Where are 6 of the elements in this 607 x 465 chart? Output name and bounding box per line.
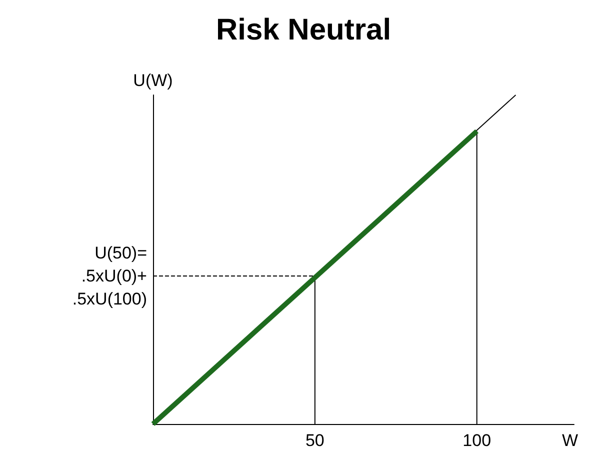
annotation: U(50)= .5xU(0)+ .5xU(100): [72, 243, 148, 308]
x-axis-title: W: [562, 431, 578, 450]
x-tick-label: 100: [462, 431, 492, 450]
y-axis-title: U(W): [133, 71, 173, 90]
chart-title: Risk Neutral: [216, 14, 392, 46]
x-tick-label: 50: [305, 431, 324, 450]
